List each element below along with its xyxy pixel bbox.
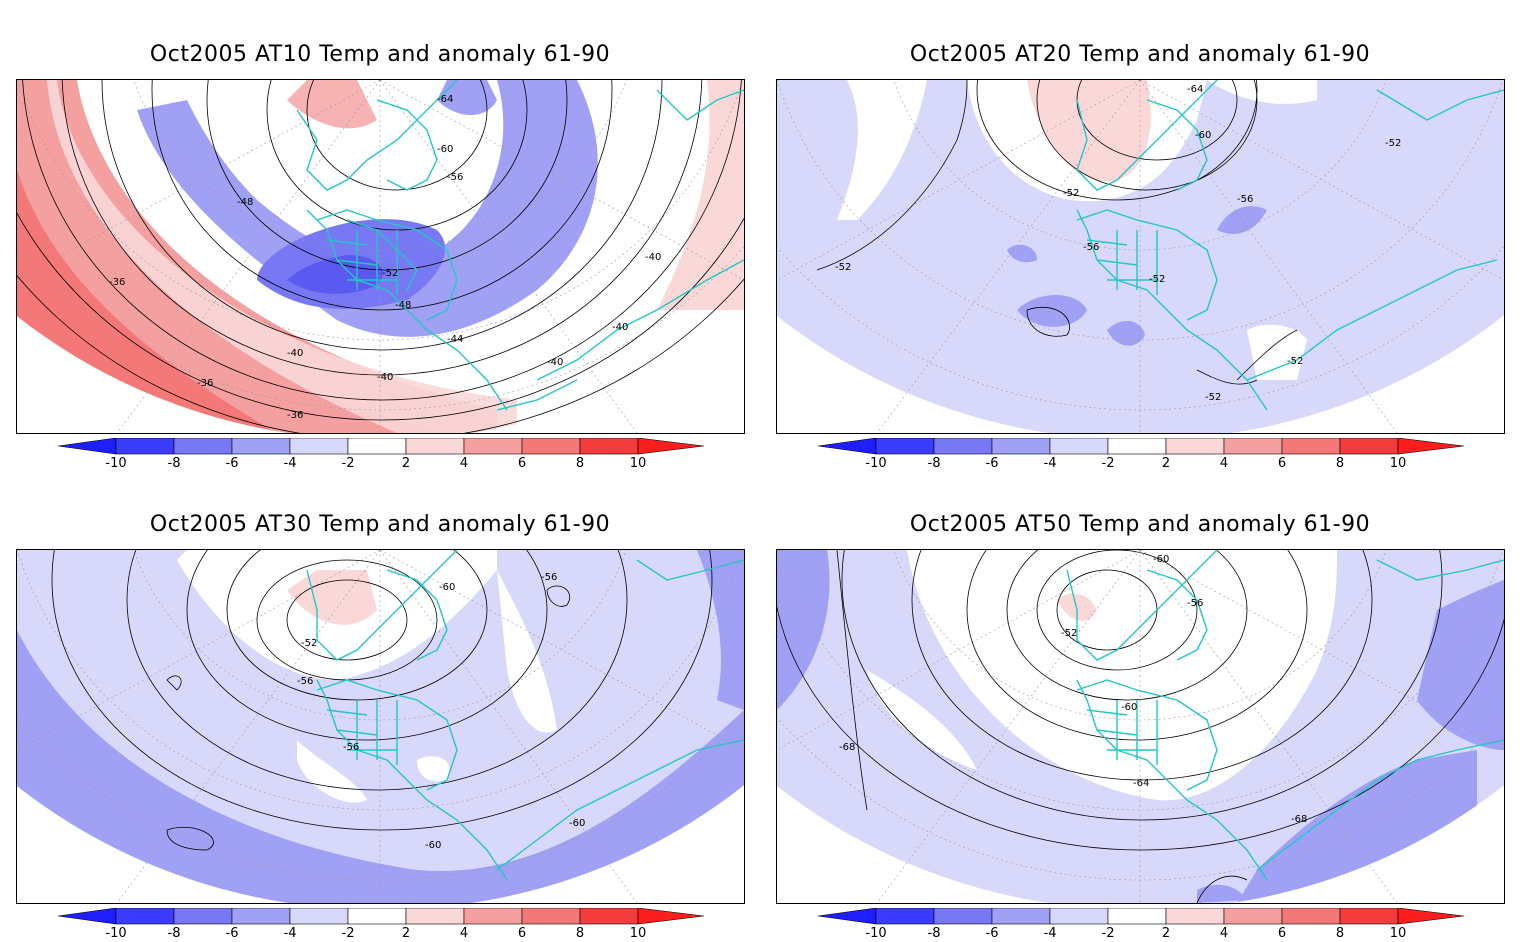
colorbar: -10 -8 -6 -4 -2 2 4 6 8 10 (817, 437, 1465, 472)
colorbar-tick: 4 (1219, 926, 1229, 941)
colorbar-tick: -2 (341, 456, 355, 471)
panel-at50: Oct2005 AT50 Temp and anomaly 61-90 (760, 470, 1520, 942)
colorbar-tick: -2 (1101, 926, 1115, 941)
colorbar-tick: -6 (225, 456, 239, 471)
contour-label: -52 (1063, 188, 1079, 199)
contour-label: -52 (835, 262, 851, 273)
colorbar-tick: 4 (459, 456, 469, 471)
contour-label: -60 (569, 818, 585, 829)
contour-label: -60 (439, 582, 455, 593)
map-at50: -60 -56 -52 -60 -64 -68 -68 (776, 549, 1505, 904)
panel-at20: Oct2005 AT20 Temp and anomaly 61-90 (760, 0, 1520, 472)
colorbar-tick: 8 (1335, 926, 1345, 941)
colorbar-scale (817, 437, 1465, 455)
colorbar-tick: -8 (167, 926, 181, 941)
colorbar-scale (817, 907, 1465, 925)
colorbar-tick: 2 (401, 926, 411, 941)
panel-title: Oct2005 AT10 Temp and anomaly 61-90 (149, 42, 611, 67)
contour-label: -52 (301, 638, 317, 649)
contour-label: -40 (547, 357, 563, 368)
colorbar-tick: -8 (927, 926, 941, 941)
contour-label: -60 (1153, 554, 1169, 565)
colorbar-tick: 4 (1219, 456, 1229, 471)
contour-label: -64 (1187, 84, 1203, 95)
colorbar-scale (57, 437, 705, 455)
panel-title: Oct2005 AT30 Temp and anomaly 61-90 (149, 512, 611, 537)
colorbar-tick: 6 (517, 456, 527, 471)
colorbar-tick: 10 (1389, 456, 1407, 471)
panel-title: Oct2005 AT50 Temp and anomaly 61-90 (909, 512, 1371, 537)
contour-label: -52 (1205, 392, 1221, 403)
panel-at30: Oct2005 AT30 Temp and anomaly 61-90 (0, 470, 760, 942)
colorbar: -10 -8 -6 -4 -2 2 4 6 8 10 (57, 437, 705, 472)
colorbar-tick: 2 (1161, 926, 1171, 941)
colorbar-tick: 10 (1389, 926, 1407, 941)
colorbar-tick: -4 (1043, 926, 1057, 941)
contour-label: -56 (1237, 194, 1253, 205)
colorbar-tick: -6 (225, 926, 239, 941)
colorbar-tick: -2 (1101, 456, 1115, 471)
colorbar-tick: -6 (985, 456, 999, 471)
contour-label: -52 (1287, 356, 1303, 367)
colorbar-tick: 6 (1277, 456, 1287, 471)
colorbar-scale (57, 907, 705, 925)
contour-label: -64 (1133, 778, 1149, 789)
map-at10: -64 -60 -56 -48 -52 -48 -44 -40 -40 -36 … (16, 79, 745, 434)
contour-label: -68 (1291, 814, 1307, 825)
contour-label: -40 (612, 322, 628, 333)
contour-label: -60 (437, 144, 453, 155)
colorbar-tick: -10 (105, 926, 127, 941)
contour-label: -48 (395, 300, 411, 311)
colorbar-tick: 6 (517, 926, 527, 941)
colorbar-tick: 2 (401, 456, 411, 471)
contour-label: -40 (645, 252, 661, 263)
contour-label: -60 (425, 840, 441, 851)
panel-title: Oct2005 AT20 Temp and anomaly 61-90 (909, 42, 1371, 67)
contour-label: -40 (287, 348, 303, 359)
contour-label: -52 (1061, 628, 1077, 639)
contour-label: -64 (437, 94, 453, 105)
colorbar-tick: 4 (459, 926, 469, 941)
colorbar-tick: 2 (1161, 456, 1171, 471)
contour-label: -52 (1385, 138, 1401, 149)
contour-label: -56 (1083, 242, 1099, 253)
map-at20: -64 -60 -52 -52 -56 -56 -52 -52 -52 -52 (776, 79, 1505, 434)
colorbar: -10 -8 -6 -4 -2 2 4 6 8 10 (57, 907, 705, 942)
colorbar-tick: 10 (629, 456, 647, 471)
colorbar-tick: -8 (167, 456, 181, 471)
contour-label: -48 (237, 197, 253, 208)
contour-label: -40 (377, 372, 393, 383)
colorbar-tick: 10 (629, 926, 647, 941)
contour-label: -56 (541, 572, 557, 583)
colorbar-tick: -10 (105, 456, 127, 471)
contour-label: -60 (1121, 702, 1137, 713)
contour-label: -56 (447, 172, 463, 183)
contour-label: -56 (343, 742, 359, 753)
contour-label: -52 (382, 268, 398, 279)
contour-label: -60 (1195, 130, 1211, 141)
colorbar-tick: -6 (985, 926, 999, 941)
colorbar-tick: 8 (575, 926, 585, 941)
panel-at10: Oct2005 AT10 Temp and anomaly 61-90 (0, 0, 760, 472)
colorbar-tick: -10 (865, 926, 887, 941)
colorbar-tick: -2 (341, 926, 355, 941)
colorbar-tick: -8 (927, 456, 941, 471)
colorbar-tick: -4 (1043, 456, 1057, 471)
colorbar-tick: -4 (283, 456, 297, 471)
colorbar-tick: 8 (575, 456, 585, 471)
colorbar-tick: -10 (865, 456, 887, 471)
colorbar-tick: 6 (1277, 926, 1287, 941)
contour-label: -56 (1187, 598, 1203, 609)
colorbar-tick: -4 (283, 926, 297, 941)
contour-label: -36 (197, 378, 213, 389)
contour-label: -36 (287, 410, 303, 421)
contour-label: -44 (447, 334, 463, 345)
map-at30: -60 -56 -52 -56 -56 -60 -60 (16, 549, 745, 904)
contour-label: -36 (109, 277, 125, 288)
contour-label: -56 (297, 676, 313, 687)
colorbar-tick: 8 (1335, 456, 1345, 471)
contour-label: -68 (839, 742, 855, 753)
colorbar: -10 -8 -6 -4 -2 2 4 6 8 10 (817, 907, 1465, 942)
contour-label: -52 (1149, 274, 1165, 285)
